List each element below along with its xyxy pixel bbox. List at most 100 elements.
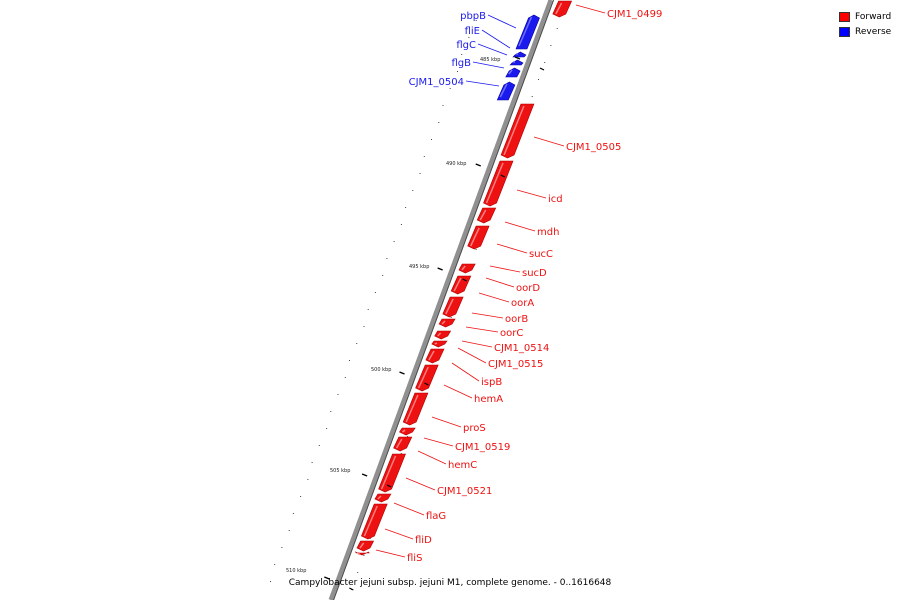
gene-label-sucd[interactable]: sucD [522,268,547,279]
gene-feature-flgb[interactable] [505,67,521,78]
tick-mark [539,67,545,71]
gene-feature-cjm1_0514[interactable] [431,340,448,348]
gene-label-flis[interactable]: fliS [407,553,422,564]
gene-feature-ispb[interactable] [415,364,439,392]
gene-label-cjm1_0519[interactable]: CJM1_0519 [455,442,510,453]
gene-feature-icd[interactable] [483,160,514,207]
scale-dot [457,71,458,72]
tick-mark [349,587,354,591]
gene-label-cjm1_0515[interactable]: CJM1_0515 [488,359,543,370]
tick-label: 485 kbp [480,57,500,63]
gene-label-cjm1_0504[interactable]: CJM1_0504 [409,77,464,88]
gene-label-flie[interactable]: fliE [465,26,480,37]
scale-dot [326,428,328,429]
gene-label-cjm1_0521[interactable]: CJM1_0521 [437,486,492,497]
gene-highlight [428,350,435,361]
gene-feature-cjm1_0505[interactable] [500,103,535,159]
gene-feature-cjm1_0521[interactable] [374,493,392,503]
gene-features [354,0,573,556]
leader-line [465,80,500,87]
scale-dot [412,190,414,191]
gene-label-flgb[interactable]: flgB [451,58,471,69]
gene-highlight [461,265,466,271]
scale-dot [393,241,395,242]
gene-feature-cjm1_0499[interactable] [552,0,573,18]
gene-label-oord[interactable]: oorD [516,283,540,294]
gene-label-hemc[interactable]: hemC [448,460,477,471]
gene-label-cjm1_0499[interactable]: CJM1_0499 [607,9,662,20]
gene-highlight [437,332,442,337]
leader-line [461,340,493,348]
gene-highlight [479,209,487,221]
gene-highlight [363,505,378,537]
tick-label: 505 kbp [330,468,350,474]
gene-label-flid[interactable]: fliD [415,535,432,546]
leader-line [575,4,606,14]
tick-mark [424,382,429,386]
scale-dot [288,530,290,531]
scale-dot [363,326,365,327]
leader-line [516,189,547,199]
gene-label-succ[interactable]: sucC [529,249,553,260]
gene-feature-flgc[interactable] [509,59,524,66]
gene-label-hema[interactable]: hemA [474,394,503,405]
gene-label-pros[interactable]: proS [463,423,486,434]
leader-line [471,312,504,319]
gene-feature-hema[interactable] [402,392,429,426]
legend-item-reverse: Reverse [839,24,891,39]
gene-feature-cjm1_0519[interactable] [393,436,413,452]
scale-dot [367,309,369,310]
gene-highlight [441,320,446,325]
scale-dot [330,411,332,412]
gene-label-oora[interactable]: oorA [511,298,534,309]
gene-feature-flis[interactable] [354,551,370,556]
gene-label-pbpb[interactable]: pbpB [460,11,486,22]
gene-feature-oora[interactable] [442,296,464,318]
gene-feature-succ[interactable] [467,225,490,250]
gene-feature-sucd[interactable] [458,263,476,274]
gene-feature-pros[interactable] [399,427,416,436]
leader-line [496,243,528,254]
gene-highlight [357,551,360,556]
tick-label: 490 kbp [446,161,466,167]
scale-dot [281,547,283,548]
scale-dot [407,436,409,437]
tick-mark [462,278,467,282]
gene-highlight [359,542,365,549]
leader-line [375,549,406,558]
gene-label-flag[interactable]: flaG [426,511,446,522]
tick-mark [514,56,521,60]
gene-label-oorb[interactable]: oorB [505,314,528,325]
leader-line [477,43,508,56]
scale-dot [450,317,452,318]
gene-label-oorc[interactable]: oorC [500,328,523,339]
leader-line [457,347,487,364]
gene-highlight [380,455,397,490]
gene-feature-flid[interactable] [356,540,375,552]
gene-feature-flag[interactable] [361,503,388,540]
genome-backbone-edge [333,0,555,600]
gene-feature-hemc[interactable] [378,453,406,493]
gene-label-mdh[interactable]: mdh [537,227,559,238]
gene-feature-oorc[interactable] [434,330,452,340]
gene-highlight [453,277,462,292]
gene-label-cjm1_0514[interactable]: CJM1_0514 [494,343,549,354]
gene-highlight [485,162,504,204]
gene-feature-flie[interactable] [512,51,527,58]
gene-feature-oorb[interactable] [438,318,456,328]
gene-label-icd[interactable]: icd [548,194,563,205]
scale-dot [369,538,371,539]
gene-label-flgc[interactable]: flgC [456,40,476,51]
scale-dot [449,88,451,89]
gene-feature-mdh[interactable] [476,207,497,224]
gene-label-cjm1_0505[interactable]: CJM1_0505 [566,142,621,153]
leader-line [481,29,511,49]
gene-highlight [499,83,508,98]
gene-highlight [555,2,563,15]
scale-dot [357,572,359,573]
leader-line [485,277,515,288]
blue-square-icon [839,26,850,37]
gene-label-ispb[interactable]: ispB [481,377,502,388]
tick-label: 495 kbp [409,264,429,270]
gene-feature-cjm1_0515[interactable] [425,348,445,364]
